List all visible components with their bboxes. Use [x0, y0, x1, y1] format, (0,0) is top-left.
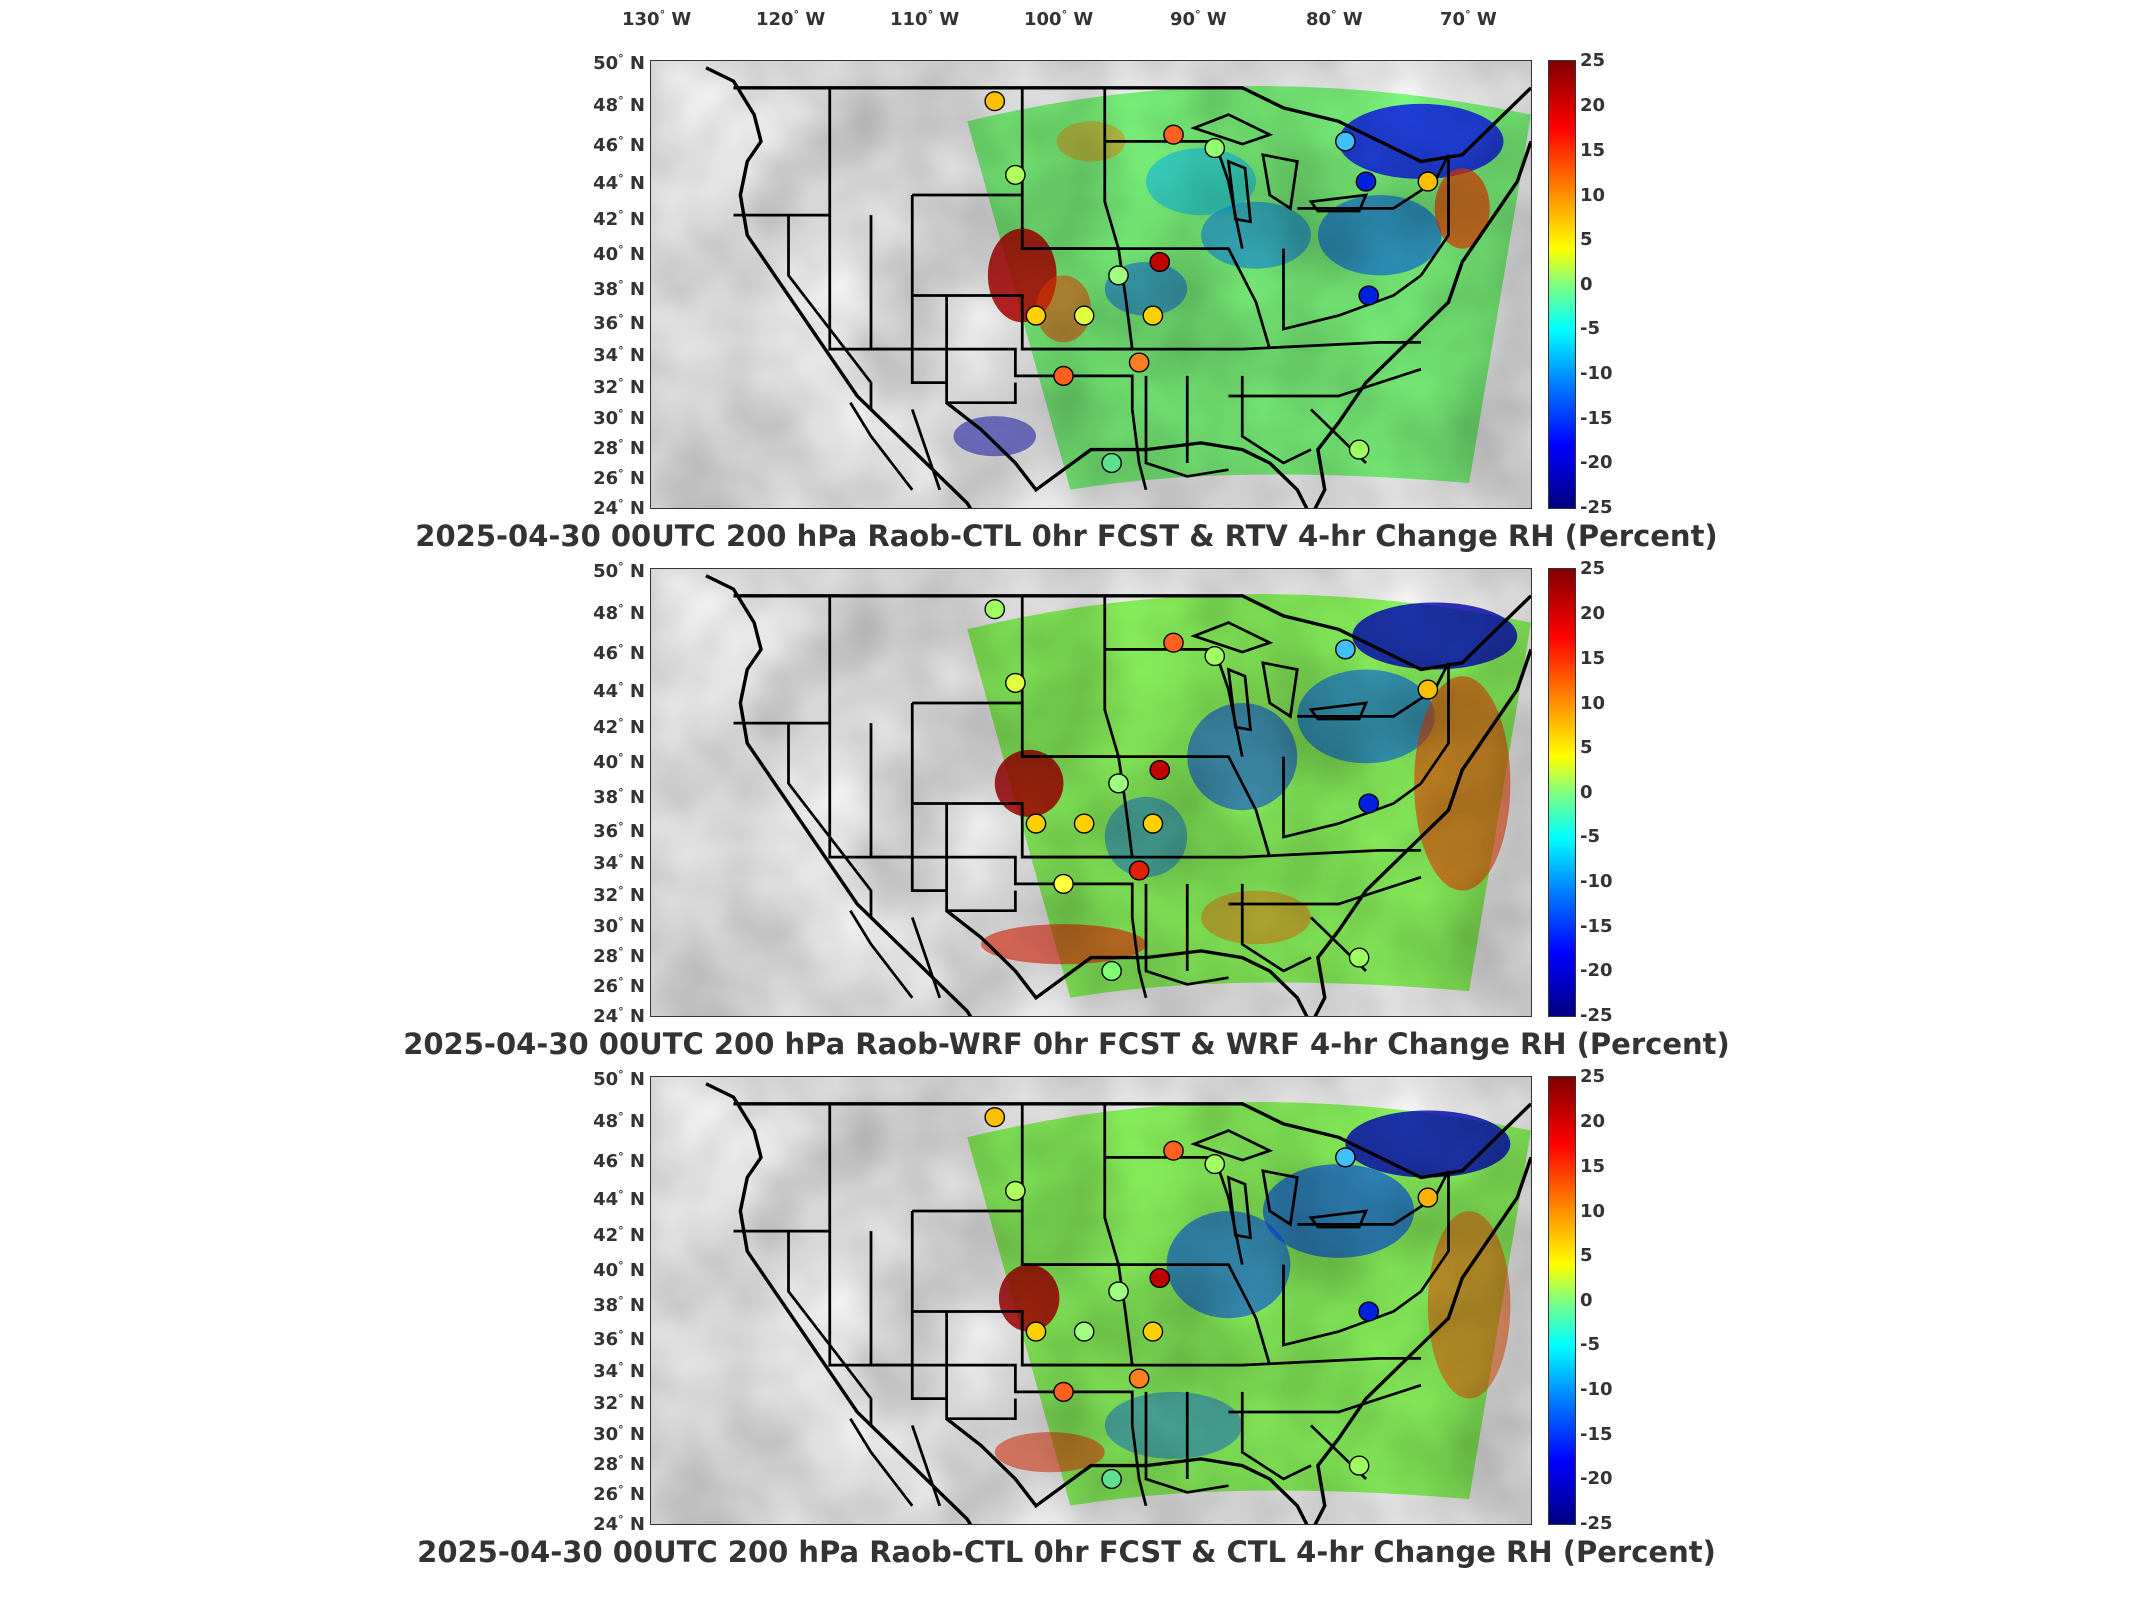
lon-label-70: 70° W: [1440, 8, 1497, 30]
colorbar: [1548, 1076, 1576, 1525]
colorbar-tick: 10: [1580, 693, 1606, 714]
lat-label: 40° N: [593, 1259, 645, 1281]
lat-label: 24° N: [593, 1005, 645, 1027]
colorbar-tick: 25: [1580, 1066, 1606, 1087]
colorbar-tick: 20: [1580, 1111, 1606, 1132]
lat-label: 28° N: [593, 945, 645, 967]
lon-label-130: 130° W: [622, 8, 692, 30]
colorbar-tick: 15: [1580, 648, 1606, 669]
lat-label: 50° N: [593, 1068, 645, 1090]
lat-label: 46° N: [593, 1150, 645, 1172]
colorbar-tick: 15: [1580, 140, 1606, 161]
colorbar-tick: -20: [1580, 452, 1613, 473]
lat-label: 50° N: [593, 560, 645, 582]
lon-label-90: 90° W: [1170, 8, 1227, 30]
map-plot-area: [650, 1076, 1532, 1525]
colorbar-tick: 5: [1580, 737, 1593, 758]
colorbar-tick: -25: [1580, 1005, 1613, 1026]
colorbar-tick: -5: [1580, 826, 1600, 847]
lat-label: 46° N: [593, 642, 645, 664]
colorbar-tick: -10: [1580, 871, 1613, 892]
lat-label: 48° N: [593, 1110, 645, 1132]
lat-label: 30° N: [593, 915, 645, 937]
lon-label-80: 80° W: [1306, 8, 1363, 30]
colorbar-tick: 25: [1580, 558, 1606, 579]
lat-label: 40° N: [593, 751, 645, 773]
colorbar-tick: -25: [1580, 497, 1613, 518]
colorbar-tick: -5: [1580, 318, 1600, 339]
lat-label: 46° N: [593, 134, 645, 156]
lat-label: 36° N: [593, 820, 645, 842]
lat-label: 48° N: [593, 94, 645, 116]
colorbar-tick: -10: [1580, 1379, 1613, 1400]
lat-label: 44° N: [593, 172, 645, 194]
lat-label: 42° N: [593, 208, 645, 230]
colorbar-tick: -5: [1580, 1334, 1600, 1355]
panel-title: 2025-04-30 00UTC 200 hPa Raob-WRF 0hr FC…: [403, 1027, 1730, 1061]
colorbar-tick: -15: [1580, 916, 1613, 937]
colorbar-tick: -20: [1580, 1468, 1613, 1489]
lat-label: 26° N: [593, 975, 645, 997]
lat-label: 40° N: [593, 243, 645, 265]
lat-label: 38° N: [593, 278, 645, 300]
lat-label: 32° N: [593, 376, 645, 398]
lat-label: 36° N: [593, 1328, 645, 1350]
panel-title: 2025-04-30 00UTC 200 hPa Raob-CTL 0hr FC…: [417, 1535, 1716, 1569]
colorbar-tick: 0: [1580, 782, 1593, 803]
colorbar-tick: -20: [1580, 960, 1613, 981]
colorbar: [1548, 60, 1576, 509]
colorbar-tick: 20: [1580, 603, 1606, 624]
colorbar-tick: 10: [1580, 185, 1606, 206]
colorbar-tick: 20: [1580, 95, 1606, 116]
lat-label: 28° N: [593, 437, 645, 459]
colorbar-tick: 5: [1580, 229, 1593, 250]
lat-label: 48° N: [593, 602, 645, 624]
colorbar-tick: 0: [1580, 274, 1593, 295]
lat-label: 28° N: [593, 1453, 645, 1475]
lon-label-100: 100° W: [1024, 8, 1094, 30]
map-plot-area: [650, 60, 1532, 509]
lat-label: 30° N: [593, 407, 645, 429]
lat-label: 44° N: [593, 680, 645, 702]
map-plot-area: [650, 568, 1532, 1017]
lat-label: 26° N: [593, 467, 645, 489]
lat-label: 24° N: [593, 497, 645, 519]
lat-label: 38° N: [593, 1294, 645, 1316]
lat-label: 34° N: [593, 344, 645, 366]
lat-label: 50° N: [593, 52, 645, 74]
lon-label-120: 120° W: [756, 8, 826, 30]
lat-label: 34° N: [593, 852, 645, 874]
lat-label: 32° N: [593, 884, 645, 906]
lat-label: 42° N: [593, 716, 645, 738]
colorbar-tick: 15: [1580, 1156, 1606, 1177]
lat-label: 26° N: [593, 1483, 645, 1505]
colorbar: [1548, 568, 1576, 1017]
colorbar-tick: 25: [1580, 50, 1606, 71]
lat-label: 42° N: [593, 1224, 645, 1246]
colorbar-tick: 0: [1580, 1290, 1593, 1311]
lat-label: 36° N: [593, 312, 645, 334]
colorbar-tick: 10: [1580, 1201, 1606, 1222]
lat-label: 30° N: [593, 1423, 645, 1445]
colorbar-tick: -25: [1580, 1513, 1613, 1534]
lat-label: 38° N: [593, 786, 645, 808]
lat-label: 34° N: [593, 1360, 645, 1382]
colorbar-tick: 5: [1580, 1245, 1593, 1266]
colorbar-tick: -15: [1580, 1424, 1613, 1445]
colorbar-tick: -15: [1580, 408, 1613, 429]
lat-label: 32° N: [593, 1392, 645, 1414]
panel-title: 2025-04-30 00UTC 200 hPa Raob-CTL 0hr FC…: [415, 519, 1718, 553]
lon-label-110: 110° W: [890, 8, 960, 30]
lat-label: 24° N: [593, 1513, 645, 1535]
lat-label: 44° N: [593, 1188, 645, 1210]
colorbar-tick: -10: [1580, 363, 1613, 384]
